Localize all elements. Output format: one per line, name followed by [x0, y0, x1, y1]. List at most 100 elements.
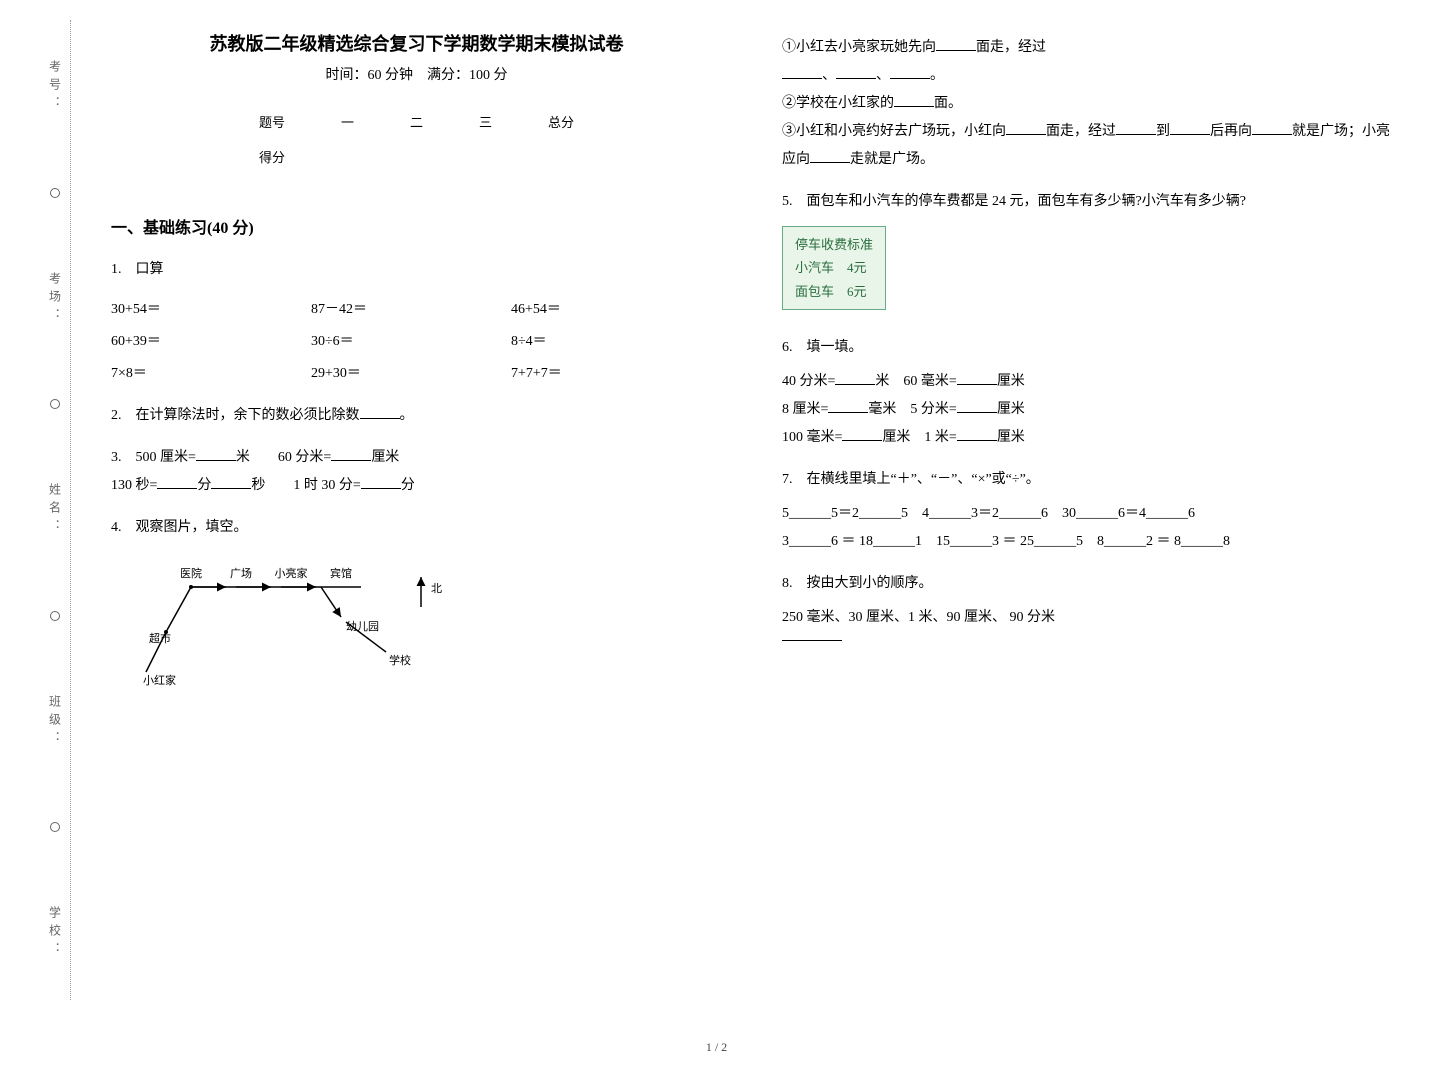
q2-text-a: 2. 在计算除法时，余下的数必须比除数 [111, 408, 360, 423]
fill-blank[interactable] [196, 446, 236, 461]
binding-circle [50, 611, 60, 621]
map-square: 广场 [230, 566, 252, 580]
fill-blank[interactable] [836, 64, 876, 79]
q3-a2: 米 [236, 450, 250, 465]
binding-label-exam-id: 考号： [47, 60, 64, 114]
fill-blank[interactable] [1116, 120, 1156, 135]
fill-blank[interactable] [842, 426, 882, 441]
q4-label: 4. 观察图片，填空。 [111, 514, 722, 542]
calc-cell: 7+7+7＝ [511, 360, 631, 388]
map-hotel: 宾馆 [330, 566, 352, 580]
fill-blank[interactable] [894, 92, 934, 107]
fill-blank[interactable] [957, 370, 997, 385]
binding-margin: 考号： 考场： 姓名： 班级： 学校： [40, 20, 71, 1000]
score-header: 二 [382, 104, 451, 139]
map-diagram: 医院 广场 小亮家 宾馆 幼儿园 超市 小红家 学校 北 [131, 552, 722, 692]
score-header: 一 [313, 104, 382, 139]
question-5: 5. 面包车和小汽车的停车费都是 24 元，面包车有多少辆?小汽车有多少辆? 停… [782, 188, 1393, 320]
q6-c3: 厘米 [997, 430, 1025, 445]
fill-blank[interactable] [360, 404, 400, 419]
binding-circle [50, 399, 60, 409]
calc-cell: 29+30＝ [311, 360, 431, 388]
fill-blank[interactable] [331, 446, 371, 461]
fill-blank[interactable] [1252, 120, 1292, 135]
q3-c2: 分 [197, 478, 211, 493]
fill-blank[interactable] [211, 474, 251, 489]
q6-a3: 厘米 [997, 374, 1025, 389]
binding-label-name: 姓名： [47, 483, 64, 537]
calc-cell: 30÷6＝ [311, 328, 431, 356]
period: 。 [930, 68, 944, 83]
sep: 、 [822, 68, 836, 83]
map-super: 超市 [149, 631, 171, 645]
q3-b2: 厘米 [371, 450, 399, 465]
fill-blank[interactable] [157, 474, 197, 489]
fee-van: 面包车 6元 [795, 280, 873, 303]
q3-a1: 3. 500 厘米= [111, 450, 196, 465]
q6-label: 6. 填一填。 [782, 334, 1393, 362]
score-table: 题号 一 二 三 总分 得分 [231, 104, 602, 174]
score-header: 三 [451, 104, 520, 139]
question-6: 6. 填一填。 40 分米=米 60 毫米=厘米 8 厘米=毫米 5 分米=厘米… [782, 334, 1393, 452]
q5-text: 5. 面包车和小汽车的停车费都是 24 元，面包车有多少辆?小汽车有多少辆? [782, 188, 1393, 216]
paper-subtitle: 时间：60 分钟 满分：100 分 [111, 64, 722, 84]
map-north: 北 [431, 582, 442, 595]
fill-blank[interactable] [835, 370, 875, 385]
q7-line1: 5______5＝2______5 4______3＝2______6 30__… [782, 500, 1393, 528]
calc-cell: 7×8＝ [111, 360, 231, 388]
calc-cell: 46+54＝ [511, 296, 631, 324]
q2-text-b: 。 [400, 408, 414, 423]
fill-blank[interactable] [957, 398, 997, 413]
fill-blank[interactable] [361, 474, 401, 489]
q4-3d: 后再向 [1210, 124, 1252, 139]
question-8: 8. 按由大到小的顺序。 250 毫米、30 厘米、1 米、90 厘米、 90 … [782, 570, 1393, 641]
q8-items: 250 毫米、30 厘米、1 米、90 厘米、 90 分米 [782, 604, 1393, 632]
answer-line[interactable] [782, 638, 842, 641]
score-header: 题号 [231, 104, 313, 139]
fill-blank[interactable] [1170, 120, 1210, 135]
q3-d1: 1 时 30 分= [293, 478, 360, 493]
calc-cell: 87－42＝ [311, 296, 431, 324]
fill-blank[interactable] [828, 398, 868, 413]
q3-c1: 130 秒= [111, 478, 157, 493]
q6-b2: 毫米 5 分米= [868, 402, 956, 417]
q7-label: 7. 在横线里填上“＋”、“－”、“×”或“÷”。 [782, 466, 1393, 494]
q3-c3: 秒 [251, 478, 265, 493]
q7-line2: 3______6 ＝ 18______1 15______3 ＝ 25_____… [782, 528, 1393, 556]
calc-cell: 8÷4＝ [511, 328, 631, 356]
q3-b1: 60 分米= [278, 450, 331, 465]
q4-3b: 面走，经过 [1046, 124, 1116, 139]
q3-d2: 分 [401, 478, 415, 493]
question-7: 7. 在横线里填上“＋”、“－”、“×”或“÷”。 5______5＝2____… [782, 466, 1393, 556]
fee-box: 停车收费标准 小汽车 4元 面包车 6元 [782, 226, 886, 310]
map-liang: 小亮家 [275, 566, 308, 580]
left-column: 苏教版二年级精选综合复习下学期数学期末模拟试卷 时间：60 分钟 满分：100 … [111, 20, 722, 1000]
q4-2a: ②学校在小红家的 [782, 96, 894, 111]
fill-blank[interactable] [957, 426, 997, 441]
section-1-title: 一、基础练习(40 分) [111, 214, 722, 238]
fill-blank[interactable] [782, 64, 822, 79]
q6-a1: 40 分米= [782, 374, 835, 389]
binding-label-room: 考场： [47, 272, 64, 326]
fill-blank[interactable] [936, 36, 976, 51]
fee-title: 停车收费标准 [795, 233, 873, 256]
q4-3c: 到 [1156, 124, 1170, 139]
q4-2b: 面。 [934, 96, 962, 111]
right-column: ①小红去小亮家玩她先向面走，经过 、、。 ②学校在小红家的面。 ③小红和小亮约好… [782, 20, 1393, 1000]
question-4-sub: ①小红去小亮家玩她先向面走，经过 、、。 ②学校在小红家的面。 ③小红和小亮约好… [782, 34, 1393, 174]
calc-cell: 30+54＝ [111, 296, 231, 324]
map-hospital: 医院 [180, 566, 202, 580]
q1-label: 1. 口算 [111, 256, 722, 284]
q8-label: 8. 按由大到小的顺序。 [782, 570, 1393, 598]
q6-b3: 厘米 [997, 402, 1025, 417]
fill-blank[interactable] [890, 64, 930, 79]
fill-blank[interactable] [810, 148, 850, 163]
calc-cell: 60+39＝ [111, 328, 231, 356]
q4-3f: 走就是广场。 [850, 152, 934, 167]
q4-3a: ③小红和小亮约好去广场玩，小红向 [782, 124, 1006, 139]
fill-blank[interactable] [1006, 120, 1046, 135]
map-school: 学校 [389, 653, 411, 667]
page-number: 1 / 2 [40, 1040, 1393, 1055]
binding-circle [50, 188, 60, 198]
q4-1a: ①小红去小亮家玩她先向 [782, 40, 936, 55]
